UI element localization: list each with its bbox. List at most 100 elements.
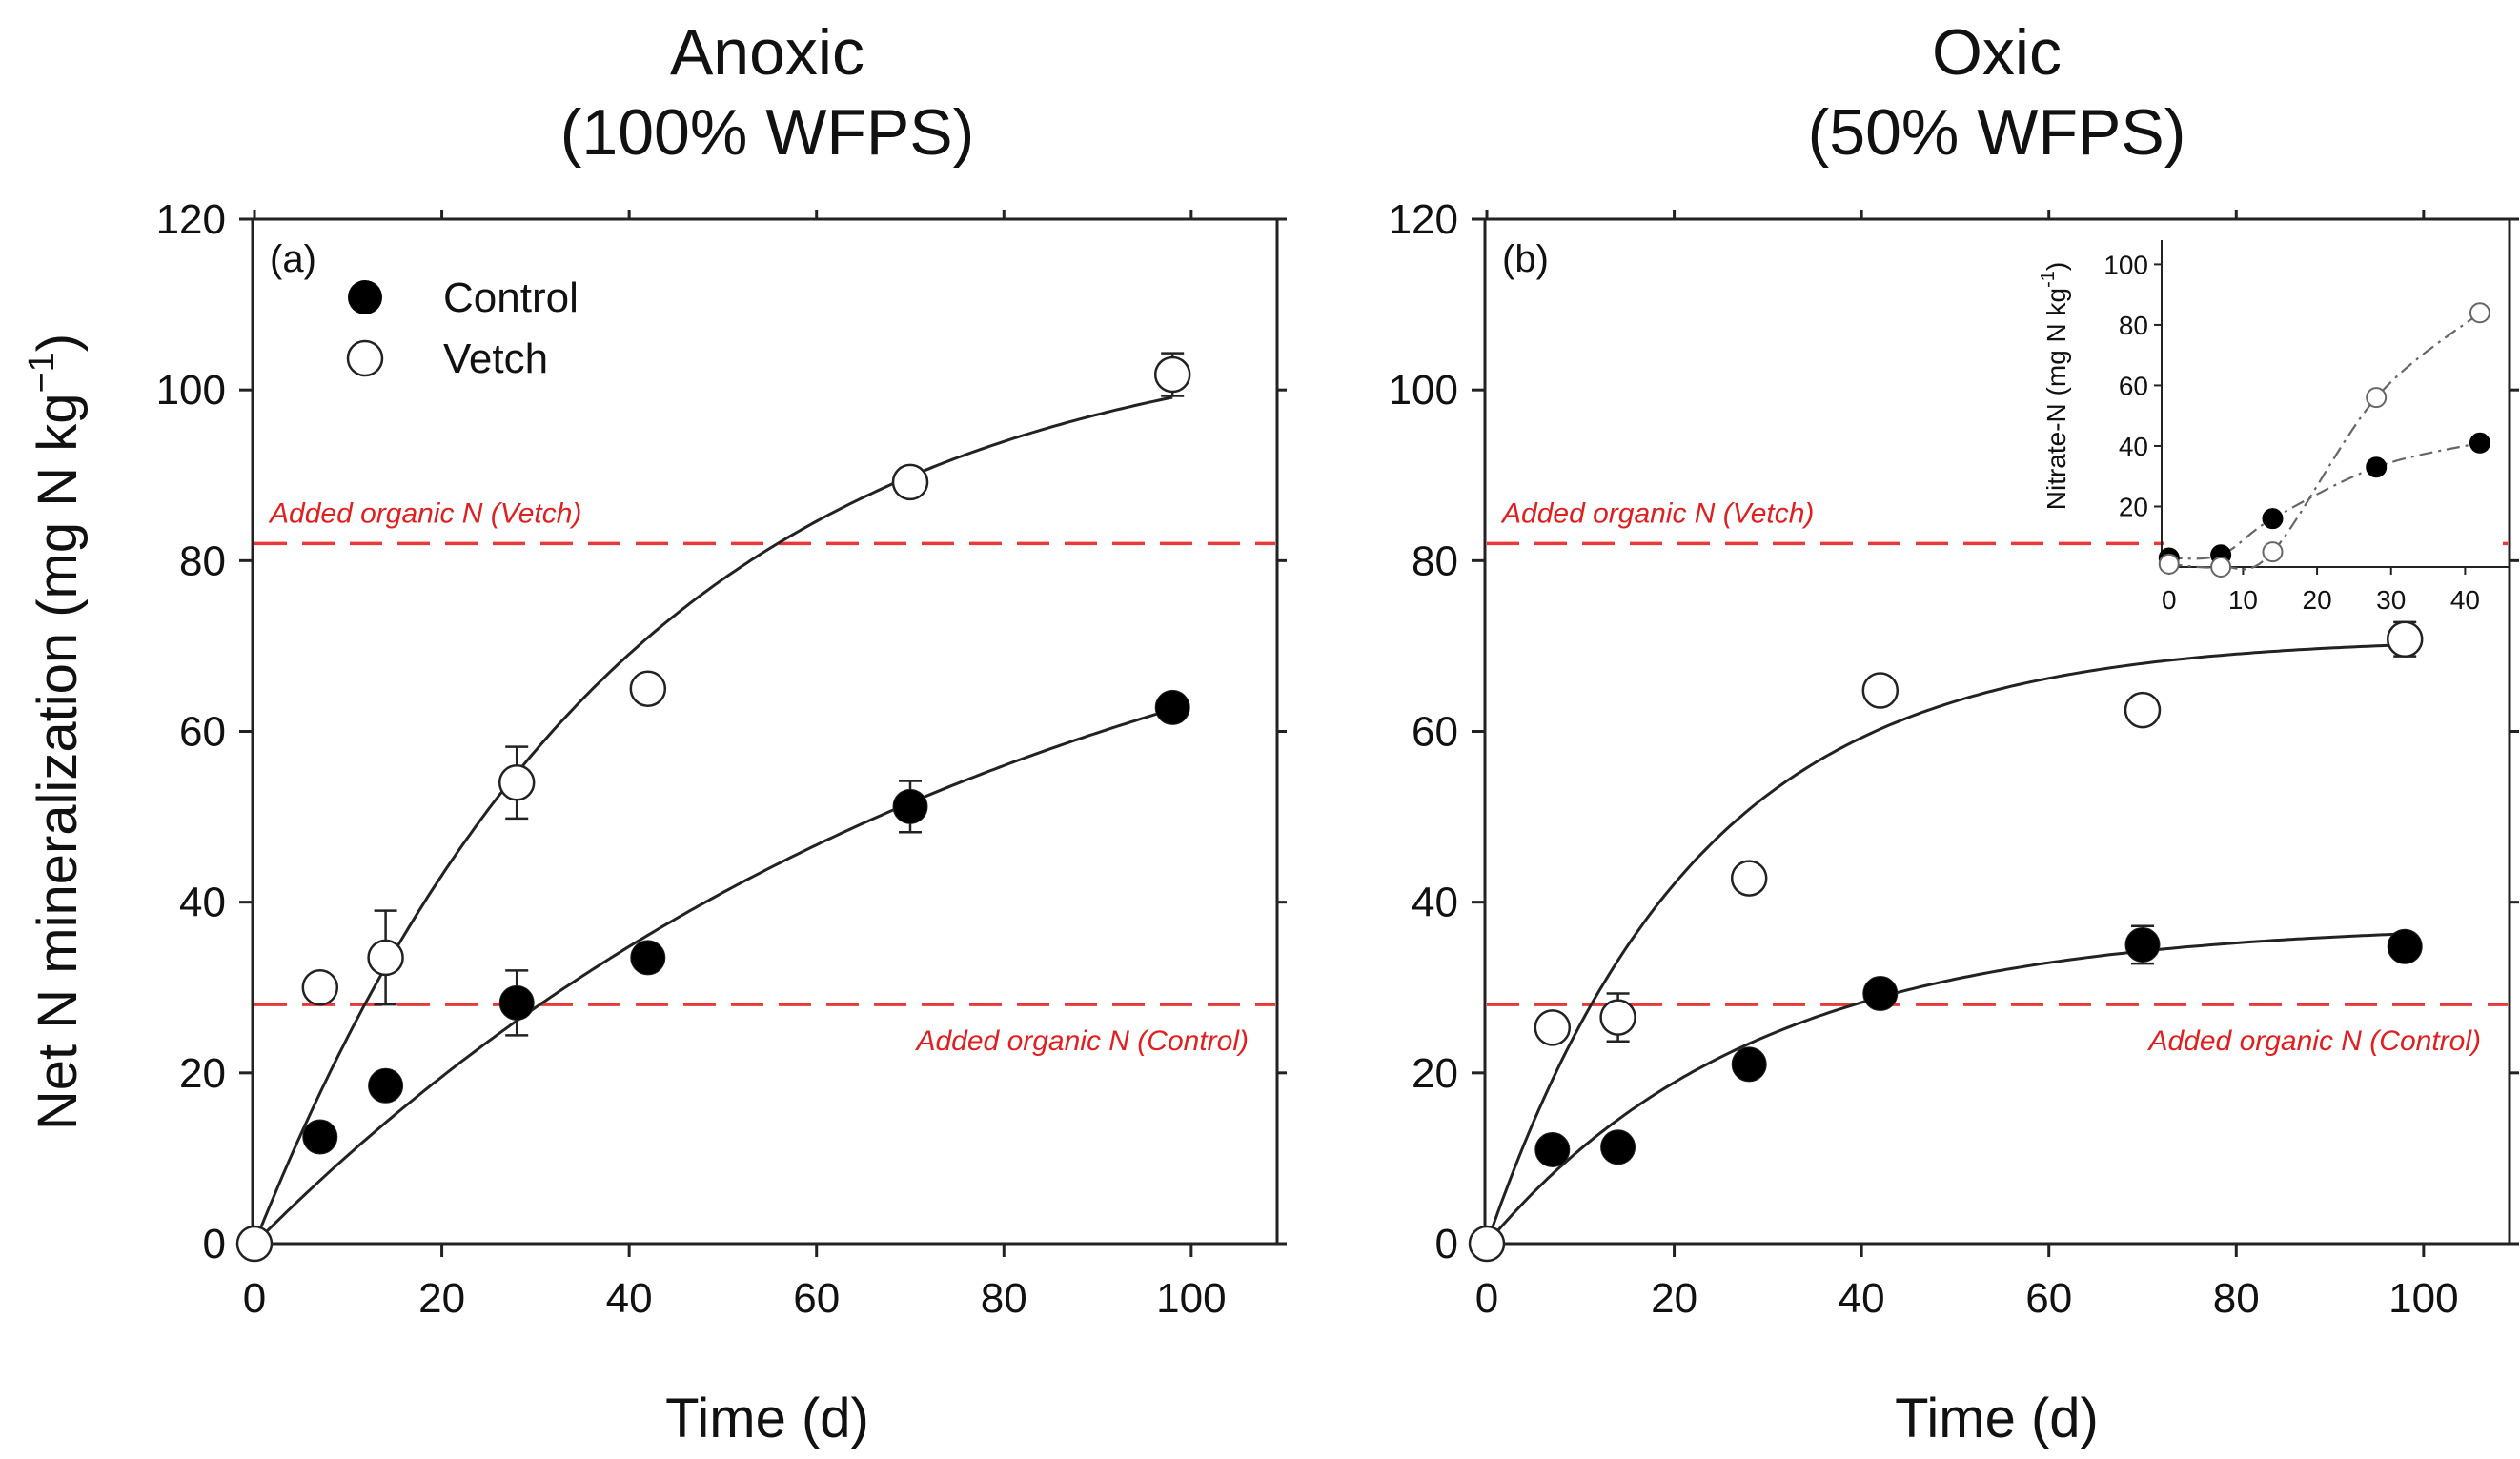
reference-line-label: Added organic N (Control)	[914, 1025, 1249, 1057]
y-axis-label: Net N mineralization (mg N kg−1)	[22, 334, 89, 1130]
inset-y-axis-label-sup: -1	[2038, 271, 2059, 288]
data-point-vetch	[498, 764, 536, 801]
data-point-control	[1731, 1046, 1767, 1083]
legend-vetch-marker	[346, 339, 384, 377]
data-point-vetch	[629, 670, 667, 707]
inset-data-point-control	[2262, 508, 2284, 530]
data-point-control	[1534, 1131, 1571, 1167]
panel-a-title-line2: (100% WFPS)	[560, 96, 975, 169]
data-point-control	[1862, 976, 1899, 1012]
inset-x-tick-label: 30	[2376, 585, 2406, 615]
data-point-control	[302, 1119, 338, 1155]
inset-y-tick-label: 60	[2119, 371, 2148, 400]
panel-a-x-axis: 0 20 40 60 80 100	[243, 210, 1227, 1322]
y-tick-label: 20	[179, 1050, 226, 1097]
panel-b-x-axis-label: Time (d)	[1895, 1388, 2099, 1449]
y-tick-label: 120	[1389, 196, 1458, 243]
data-point-vetch	[2124, 691, 2162, 729]
y-tick-label: 100	[1389, 367, 1458, 414]
inset-data-point-vetch	[2469, 302, 2490, 324]
inset-y-tick-label: 20	[2119, 492, 2148, 521]
x-tick-label: 20	[1651, 1275, 1697, 1322]
x-tick-label: 20	[418, 1275, 465, 1322]
panel-a-data-points	[235, 352, 1191, 1263]
panel-a-title-line1: Anoxic	[670, 16, 864, 89]
legend-vetch-label: Vetch	[443, 335, 548, 382]
y-tick-label: 0	[203, 1221, 226, 1267]
panel-a-legend: Control Vetch	[346, 274, 579, 382]
inset-y-tick-label: 40	[2119, 432, 2148, 461]
x-tick-label: 100	[2388, 1275, 2458, 1322]
x-tick-label: 100	[1156, 1275, 1226, 1322]
data-point-vetch	[367, 939, 404, 977]
panel-b-reference-lines: Added organic N (Vetch) Added organic N (…	[1487, 497, 2508, 1057]
inset-x-tick-label: 0	[2162, 585, 2177, 615]
inset-data-point-control	[2469, 432, 2490, 454]
inset-x-tick-label: 20	[2303, 585, 2332, 615]
panel-b-fit-curves	[1485, 643, 2406, 1245]
y-tick-label: 60	[179, 709, 226, 756]
data-point-control	[2387, 928, 2423, 964]
reference-line-label: Added organic N (Vetch)	[1500, 497, 1814, 529]
data-point-vetch	[301, 969, 339, 1006]
data-point-vetch	[1534, 1009, 1572, 1046]
panel-a-x-axis-label: Time (d)	[665, 1388, 869, 1449]
inset-data-point-vetch	[2210, 557, 2232, 578]
fit-curve-control	[1485, 932, 2406, 1245]
panel-b-title-line1: Oxic	[1932, 16, 2062, 89]
inset-background	[2164, 225, 2503, 568]
inset-x-tick-label: 10	[2228, 585, 2258, 615]
panel-a: Anoxic (100% WFPS) 0 20 40 60 80 100 120 0 20 40…	[22, 16, 1287, 1449]
y-tick-label: 60	[1412, 709, 1458, 756]
inset-x-tick-label: 40	[2450, 585, 2480, 615]
inset-data-point-vetch	[2262, 541, 2284, 563]
panel-a-letter: (a)	[270, 238, 316, 280]
panel-a-plot-frame	[251, 217, 1279, 1246]
data-point-vetch	[1153, 355, 1191, 394]
panel-b-data-points	[1468, 620, 2424, 1263]
inset-data-point-vetch	[2366, 387, 2388, 409]
x-tick-label: 0	[243, 1275, 266, 1322]
panel-a-reference-lines: Added organic N (Vetch) Added organic N (…	[254, 497, 1275, 1057]
x-tick-label: 60	[793, 1275, 840, 1322]
panel-b-letter: (b)	[1502, 238, 1549, 280]
data-point-control	[498, 984, 535, 1021]
panel-b-title-line2: (50% WFPS)	[1808, 96, 2186, 169]
data-point-vetch	[235, 1225, 274, 1263]
x-tick-label: 0	[1475, 1275, 1498, 1322]
y-tick-label: 100	[156, 367, 226, 414]
y-tick-label: 40	[179, 880, 226, 926]
fit-curve-vetch	[253, 395, 1173, 1245]
inset-data-points	[2158, 302, 2490, 578]
y-axis-label-sup: −1	[22, 352, 62, 393]
inset-y-axis-label: Nitrate-N (mg N kg-1)	[2038, 262, 2071, 511]
inset-y-tick-label: 80	[2119, 311, 2148, 340]
data-point-vetch	[1861, 672, 1900, 709]
inset-axes: 20 40 60 80 100 0 10 20 30 40	[2103, 250, 2480, 615]
inset-data-point-control	[2366, 456, 2388, 478]
panel-b-x-axis: 0 20 40 60 80 100	[1475, 210, 2459, 1322]
y-tick-label: 120	[156, 196, 226, 243]
data-point-vetch	[891, 463, 929, 501]
x-tick-label: 80	[981, 1275, 1027, 1322]
reference-line-label: Added organic N (Vetch)	[268, 497, 581, 529]
data-point-vetch	[2386, 620, 2424, 658]
reference-line-label: Added organic N (Control)	[2146, 1025, 2481, 1057]
data-point-control	[1154, 689, 1190, 725]
data-point-control	[1600, 1129, 1636, 1165]
y-axis-label-main: Net N mineralization (mg N kg	[27, 394, 89, 1131]
fit-curve-vetch	[1485, 643, 2406, 1245]
y-tick-label: 40	[1412, 880, 1458, 926]
data-point-control	[630, 940, 666, 976]
data-point-control	[368, 1067, 404, 1104]
panel-a-fit-curves	[253, 395, 1173, 1246]
inset-y-axis-label-main: Nitrate-N (mg N kg	[2042, 288, 2071, 510]
data-point-vetch	[1599, 999, 1636, 1036]
y-tick-label: 0	[1435, 1221, 1458, 1267]
y-tick-label: 80	[1412, 537, 1458, 584]
y-axis-label-end: )	[27, 334, 89, 352]
fit-curve-control	[253, 707, 1173, 1246]
